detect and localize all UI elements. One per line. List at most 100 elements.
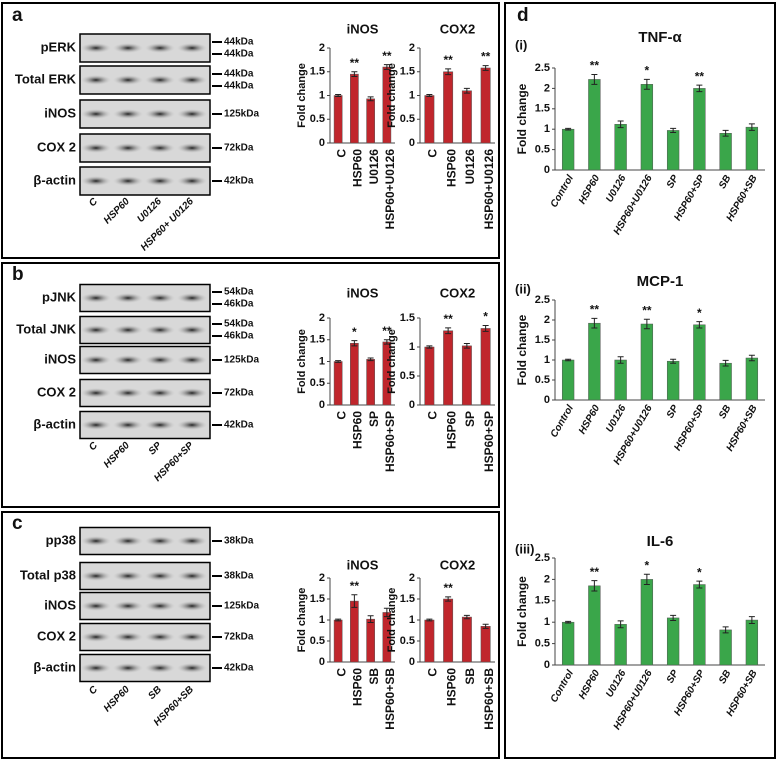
bar [350, 600, 359, 663]
chart-title: COX2 [440, 21, 475, 36]
x-tick-label: C [426, 149, 440, 158]
error-bar [617, 620, 624, 629]
y-tick-label: 0.5 [535, 144, 550, 156]
error-bar [335, 360, 342, 363]
bar [333, 619, 343, 663]
blot-row-label: iNOS [44, 351, 76, 366]
blot-band [81, 420, 111, 430]
y-tick-label: 2.5 [535, 62, 550, 74]
y-tick-label: 0.5 [400, 635, 415, 647]
y-tick-label: 1 [409, 614, 415, 626]
y-tick-label: 2 [409, 42, 415, 54]
x-tick-label: HSP60 [444, 411, 458, 449]
bar [333, 361, 343, 406]
blot-row-label: Total JNK [16, 321, 76, 336]
y-tick-label: 0.5 [310, 113, 325, 125]
blot-band [81, 536, 111, 546]
error-bar [445, 68, 452, 76]
y-axis-label: Fold change [296, 588, 308, 653]
lane-label: SB [146, 684, 164, 702]
x-tick-label: C [334, 149, 348, 158]
significance-label: ** [590, 303, 600, 317]
bar [461, 90, 472, 144]
error-bar [383, 607, 390, 618]
significance-label: * [645, 558, 650, 572]
lane-label: HSP60 [102, 196, 132, 226]
blot-band [177, 632, 207, 642]
significance-label: ** [443, 53, 453, 67]
error-bar [351, 340, 358, 347]
y-tick-label: 2 [409, 572, 415, 584]
significance-label: ** [382, 49, 392, 63]
significance-label: ** [350, 56, 360, 70]
lane-label: HSP60 [102, 440, 132, 470]
bar [719, 133, 732, 171]
error-bar [748, 616, 755, 624]
marker-label: 42kDa [224, 420, 254, 431]
blot-band [145, 388, 175, 398]
y-tick-label: 0.5 [310, 635, 325, 647]
marker-label: 72kDa [224, 143, 254, 154]
blot-band [113, 388, 143, 398]
bar [693, 88, 706, 171]
x-tick-label: SP [665, 668, 681, 685]
error-bar [463, 614, 470, 620]
x-tick-label: HSP60+U0126 [383, 149, 397, 230]
x-tick-label: U0126 [463, 149, 477, 185]
bar [614, 624, 627, 666]
bar [480, 328, 491, 406]
y-tick-label: 1 [544, 354, 550, 366]
sub-panel-label: (i) [515, 37, 527, 52]
blot-band [113, 109, 143, 119]
y-axis-label: Fold change [386, 329, 398, 394]
y-tick-label: 1 [319, 89, 325, 101]
y-tick-label: 0.5 [535, 638, 550, 650]
blot-band [113, 420, 143, 430]
y-tick-label: 1 [409, 341, 415, 353]
blot-band [113, 536, 143, 546]
y-tick-label: 2 [544, 573, 550, 585]
y-tick-label: 1 [544, 616, 550, 628]
bar [588, 79, 601, 171]
y-tick-label: 2.5 [535, 294, 550, 306]
panel-frame [1, 262, 500, 508]
blot-band [145, 325, 175, 335]
x-tick-label: HSP60 [351, 149, 365, 187]
x-tick-label: HSP60+SB [482, 668, 496, 730]
bar [614, 124, 627, 171]
bar [640, 84, 654, 171]
x-tick-label: SP [665, 403, 681, 420]
blot-band [113, 43, 143, 53]
y-tick-label: 0.5 [535, 374, 550, 386]
blot-band [81, 75, 111, 85]
chart-title: COX2 [440, 285, 475, 300]
chart-title: MCP-1 [637, 273, 684, 290]
marker-label: 38kDa [224, 571, 254, 582]
sub-panel-label: (ii) [515, 281, 531, 296]
bar [745, 126, 759, 171]
error-bar [565, 620, 572, 624]
blot-band [113, 325, 143, 335]
blot-band [113, 632, 143, 642]
y-tick-label: 2 [544, 82, 550, 94]
bar [424, 346, 435, 406]
error-bar [696, 321, 703, 329]
error-bar [670, 614, 677, 621]
error-bar [445, 596, 452, 602]
x-tick-label: SB [717, 173, 733, 191]
blot-band [81, 109, 111, 119]
bar [588, 585, 601, 666]
panel-label: a [12, 5, 23, 26]
y-tick-label: 0 [544, 164, 550, 176]
bar [443, 598, 454, 663]
y-tick-label: 0 [319, 656, 325, 668]
x-tick-label: SB [463, 668, 477, 685]
y-tick-label: 1 [319, 355, 325, 367]
error-bar [643, 78, 650, 90]
error-bar [426, 345, 433, 349]
blot-band [177, 571, 207, 581]
bar [480, 67, 491, 144]
error-bar [463, 87, 470, 94]
blot-band [81, 43, 111, 53]
significance-label: ** [642, 303, 652, 317]
